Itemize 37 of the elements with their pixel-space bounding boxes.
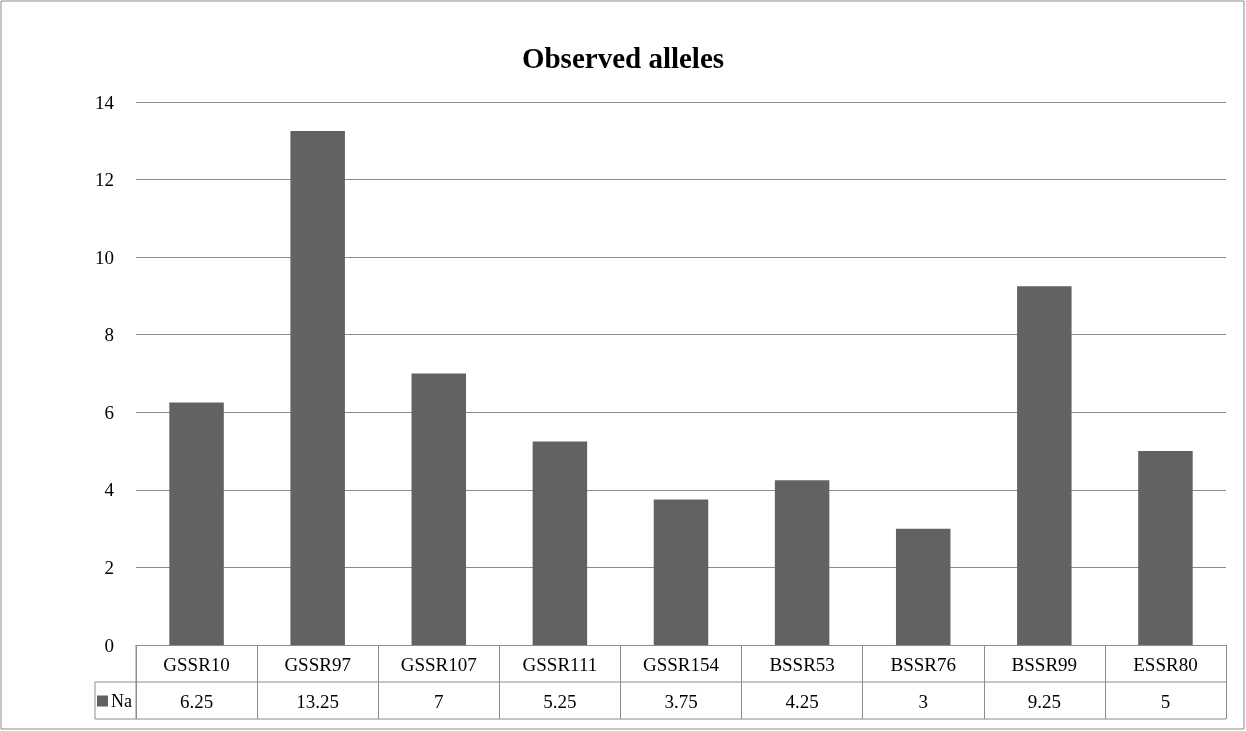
x-tick-label: GSSR111 (522, 654, 598, 675)
legend-label: Na (111, 691, 132, 711)
bar (290, 131, 345, 645)
bar (1138, 451, 1193, 645)
y-tick-label: 0 (104, 634, 114, 656)
x-tick-label: BSSR99 (1011, 654, 1078, 675)
bar (411, 373, 467, 645)
x-tick-label: GSSR107 (400, 654, 477, 675)
y-tick-label: 14 (95, 91, 115, 113)
bar (1017, 286, 1072, 645)
data-label: 3 (918, 691, 928, 712)
x-tick-label: BSSR76 (890, 654, 956, 675)
y-tick-label: 6 (104, 401, 114, 423)
data-label: 7 (434, 691, 444, 712)
data-label: 4.25 (785, 691, 819, 712)
x-tick-label: GSSR154 (642, 654, 720, 675)
data-label: 6.25 (179, 691, 214, 712)
y-tick-label: 4 (104, 479, 115, 501)
data-label: 5.25 (543, 691, 577, 712)
data-label: 13.25 (296, 691, 340, 712)
y-tick-label: 8 (104, 324, 114, 346)
data-label: 5 (1160, 691, 1171, 712)
data-label: 3.75 (664, 691, 698, 712)
bar (895, 528, 951, 645)
x-tick-label: GSSR97 (284, 654, 351, 675)
x-tick-label: GSSR10 (163, 654, 230, 675)
x-tick-label: ESSR80 (1133, 654, 1198, 675)
bar (774, 480, 830, 645)
bar (653, 499, 709, 645)
y-tick-label: 10 (95, 246, 114, 268)
x-tick-label: BSSR53 (769, 654, 835, 675)
bar (532, 441, 588, 645)
y-tick-label: 2 (104, 556, 114, 578)
chart-title: Observed alleles (521, 41, 725, 74)
bar (169, 402, 224, 645)
y-tick-label: 12 (95, 169, 114, 191)
data-label: 9.25 (1027, 691, 1061, 712)
